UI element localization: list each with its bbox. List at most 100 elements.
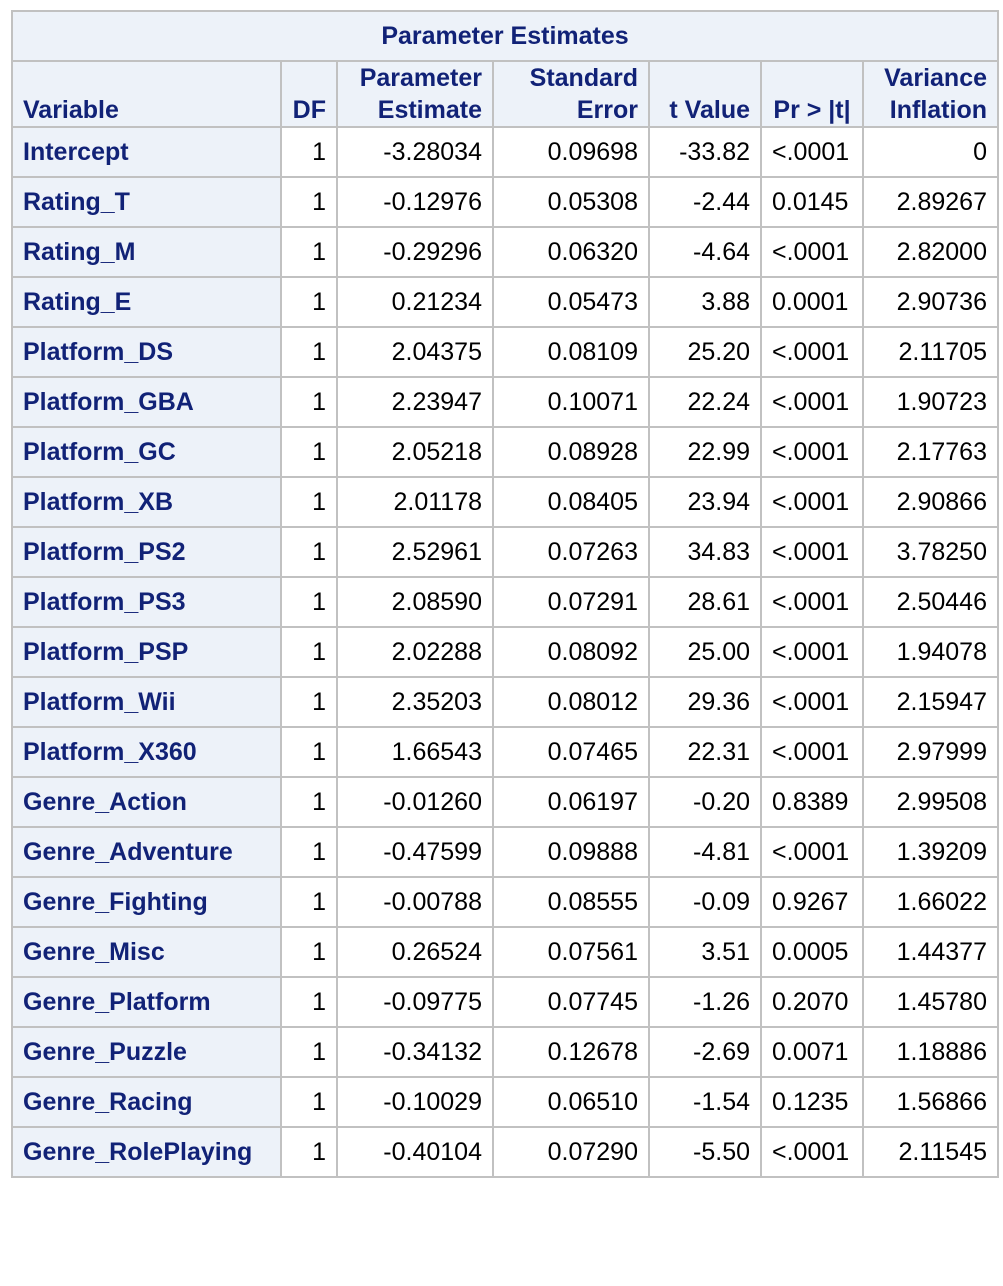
cell-t-value: 3.51 (648, 926, 762, 978)
cell-parameter-estimate: -0.29296 (336, 226, 494, 278)
column-header-t-value: t Value (648, 60, 762, 128)
cell-variance-inflation: 2.97999 (862, 726, 999, 778)
cell-df: 1 (280, 326, 338, 378)
header-line: Estimate (377, 96, 482, 124)
cell-p-value: <.0001 (760, 726, 864, 778)
header-line: Standard (529, 64, 638, 92)
table-row: Platform_Wii 1 2.35203 0.08012 29.36 <.0001 2.… (11, 676, 999, 728)
column-header-variable: Variable (11, 60, 282, 128)
cell-parameter-estimate: 0.26524 (336, 926, 494, 978)
table-row: Rating_M 1 -0.29296 0.06320 -4.64 <.0001 2.820… (11, 226, 999, 278)
table-row: Rating_T 1 -0.12976 0.05308 -2.44 0.0145 2.892… (11, 176, 999, 228)
column-header-pr-t: Pr > |t| (760, 60, 864, 128)
column-header-df: DF (280, 60, 338, 128)
cell-variance-inflation: 2.90866 (862, 476, 999, 528)
header-line: Error (576, 96, 638, 124)
cell-variable: Genre_Racing (11, 1076, 282, 1128)
cell-variance-inflation: 2.82000 (862, 226, 999, 278)
column-header-parameter-estimate: Parameter Estimate (336, 60, 494, 128)
cell-variance-inflation: 2.50446 (862, 576, 999, 628)
cell-p-value: 0.2070 (760, 976, 864, 1028)
table-row: Genre_Misc 1 0.26524 0.07561 3.51 0.0005 1.443… (11, 926, 999, 978)
table-row: Platform_XB 1 2.01178 0.08405 23.94 <.0001 2.9… (11, 476, 999, 528)
cell-variance-inflation: 0 (862, 126, 999, 178)
cell-variable: Platform_GC (11, 426, 282, 478)
cell-variable: Rating_T (11, 176, 282, 228)
cell-variable: Intercept (11, 126, 282, 178)
cell-df: 1 (280, 476, 338, 528)
cell-variable: Platform_DS (11, 326, 282, 378)
cell-standard-error: 0.06197 (492, 776, 650, 828)
cell-parameter-estimate: -3.28034 (336, 126, 494, 178)
cell-standard-error: 0.09698 (492, 126, 650, 178)
cell-t-value: 22.24 (648, 376, 762, 428)
table-row: Genre_Adventure 1 -0.47599 0.09888 -4.81 <.00… (11, 826, 999, 878)
cell-variance-inflation: 1.94078 (862, 626, 999, 678)
table-row: Genre_Fighting 1 -0.00788 0.08555 -0.09 0.926… (11, 876, 999, 928)
cell-p-value: <.0001 (760, 426, 864, 478)
cell-standard-error: 0.06320 (492, 226, 650, 278)
cell-p-value: 0.9267 (760, 876, 864, 928)
cell-variable: Genre_Puzzle (11, 1026, 282, 1078)
cell-p-value: <.0001 (760, 226, 864, 278)
column-header-variance-inflation: Variance Inflation (862, 60, 999, 128)
cell-t-value: -0.09 (648, 876, 762, 928)
cell-p-value: 0.1235 (760, 1076, 864, 1128)
cell-p-value: 0.0005 (760, 926, 864, 978)
cell-standard-error: 0.08555 (492, 876, 650, 928)
cell-variable: Genre_Platform (11, 976, 282, 1028)
table-row: Platform_X360 1 1.66543 0.07465 22.31 <.0001 2… (11, 726, 999, 778)
table-row: Intercept 1 -3.28034 0.09698 -33.82 <.0001 0 (11, 126, 999, 178)
cell-standard-error: 0.08928 (492, 426, 650, 478)
table-row: Rating_E 1 0.21234 0.05473 3.88 0.0001 2.90736 (11, 276, 999, 328)
cell-parameter-estimate: -0.10029 (336, 1076, 494, 1128)
cell-parameter-estimate: 2.52961 (336, 526, 494, 578)
cell-df: 1 (280, 676, 338, 728)
cell-variable: Genre_Fighting (11, 876, 282, 928)
cell-df: 1 (280, 276, 338, 328)
cell-df: 1 (280, 176, 338, 228)
cell-standard-error: 0.05473 (492, 276, 650, 328)
cell-standard-error: 0.08012 (492, 676, 650, 728)
cell-variance-inflation: 2.11545 (862, 1126, 999, 1178)
cell-variable: Genre_Action (11, 776, 282, 828)
cell-standard-error: 0.07291 (492, 576, 650, 628)
table-row: Platform_PS2 1 2.52961 0.07263 34.83 <.0001 3.… (11, 526, 999, 578)
cell-parameter-estimate: -0.34132 (336, 1026, 494, 1078)
cell-variance-inflation: 2.99508 (862, 776, 999, 828)
cell-variable: Platform_XB (11, 476, 282, 528)
cell-p-value: <.0001 (760, 626, 864, 678)
cell-t-value: 25.00 (648, 626, 762, 678)
table-row: Platform_PSP 1 2.02288 0.08092 25.00 <.0001 1.… (11, 626, 999, 678)
cell-parameter-estimate: 2.04375 (336, 326, 494, 378)
cell-standard-error: 0.06510 (492, 1076, 650, 1128)
cell-p-value: <.0001 (760, 576, 864, 628)
cell-standard-error: 0.12678 (492, 1026, 650, 1078)
cell-parameter-estimate: -0.00788 (336, 876, 494, 928)
cell-standard-error: 0.08109 (492, 326, 650, 378)
cell-standard-error: 0.07263 (492, 526, 650, 578)
parameter-estimates-table: Parameter Estimates Variable DF Paramete… (11, 10, 999, 1178)
cell-t-value: -2.69 (648, 1026, 762, 1078)
cell-t-value: 28.61 (648, 576, 762, 628)
cell-t-value: 3.88 (648, 276, 762, 328)
cell-p-value: <.0001 (760, 526, 864, 578)
table-row: Genre_Puzzle 1 -0.34132 0.12678 -2.69 0.0071 1… (11, 1026, 999, 1078)
cell-df: 1 (280, 426, 338, 478)
cell-parameter-estimate: 0.21234 (336, 276, 494, 328)
table-row: Genre_RolePlaying 1 -0.40104 0.07290 -5.50 <.… (11, 1126, 999, 1178)
cell-p-value: 0.0001 (760, 276, 864, 328)
cell-variance-inflation: 2.90736 (862, 276, 999, 328)
cell-standard-error: 0.07290 (492, 1126, 650, 1178)
cell-p-value: 0.8389 (760, 776, 864, 828)
cell-standard-error: 0.07465 (492, 726, 650, 778)
cell-parameter-estimate: 2.02288 (336, 626, 494, 678)
cell-df: 1 (280, 826, 338, 878)
cell-df: 1 (280, 626, 338, 678)
cell-p-value: <.0001 (760, 1126, 864, 1178)
cell-variance-inflation: 1.90723 (862, 376, 999, 428)
cell-t-value: 25.20 (648, 326, 762, 378)
cell-variable: Platform_PS2 (11, 526, 282, 578)
cell-p-value: 0.0071 (760, 1026, 864, 1078)
cell-df: 1 (280, 776, 338, 828)
